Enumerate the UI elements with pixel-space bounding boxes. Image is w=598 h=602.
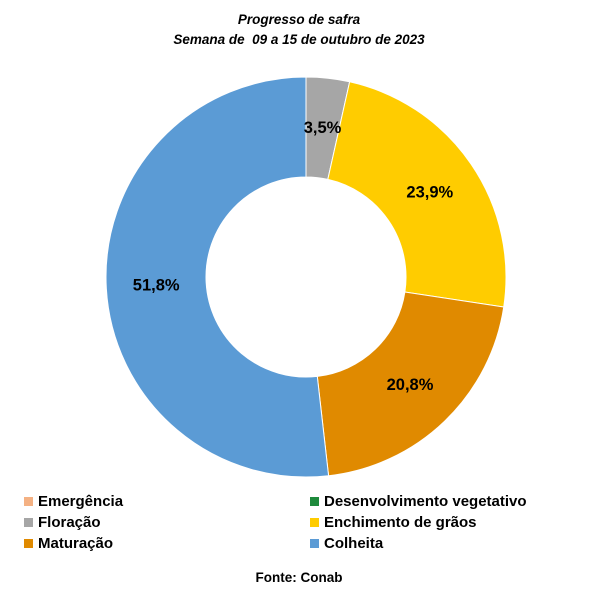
legend-swatch-maturacao [24,539,33,548]
legend-label-maturacao: Maturação [38,535,114,552]
slice-colheita [105,76,330,478]
slice-maturacao [316,291,505,477]
chart-subtitle: Semana de 09 a 15 de outubro de 2023 [173,32,425,47]
legend-label-enchimento-de-graos: Enchimento de grãos [324,514,477,531]
data-label-enchimento-de-graos: 23,9% [406,183,453,201]
slice-enchimento-de-graos [327,81,507,308]
legend-swatch-floracao [24,518,33,527]
legend-swatch-emergencia [24,497,33,506]
source-note: Fonte: Conab [255,570,343,585]
legend-item-enchimento-de-graos: Enchimento de grãos [310,512,584,533]
legend-item-emergencia: Emergência [24,491,310,512]
chart-title-block: Progresso de safra Semana de 09 a 15 de … [0,10,598,50]
legend-item-desenvolvimento-vegetativo: Desenvolvimento vegetativo [310,491,584,512]
legend-swatch-colheita [310,539,319,548]
data-label-colheita: 51,8% [133,277,180,295]
legend-swatch-desenvolvimento-vegetativo [310,497,319,506]
donut-data-labels: 3,5% 23,9% 20,8% 51,8% [133,119,454,394]
chart-legend: Emergência Desenvolvimento vegetativo Flor… [24,491,584,554]
legend-label-floracao: Floração [38,514,101,531]
data-label-maturacao: 20,8% [387,376,434,394]
legend-item-colheita: Colheita [310,533,584,554]
chart-title: Progresso de safra [237,12,361,27]
legend-label-colheita: Colheita [324,535,384,552]
legend-swatch-enchimento-de-graos [310,518,319,527]
legend-label-emergencia: Emergência [38,493,124,510]
legend-item-floracao: Floração [24,512,310,533]
legend-item-maturacao: Maturação [24,533,310,554]
donut-slices [105,76,507,478]
legend-label-desenvolvimento-vegetativo: Desenvolvimento vegetativo [324,493,527,510]
data-label-floracao: 3,5% [304,119,342,137]
